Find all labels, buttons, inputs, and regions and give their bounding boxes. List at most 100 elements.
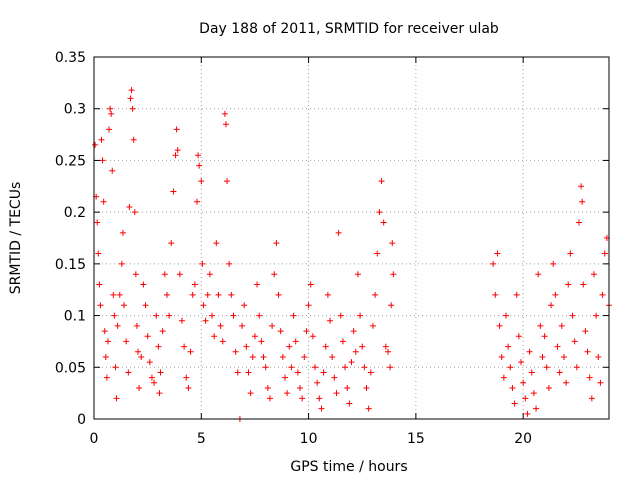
data-point bbox=[597, 379, 604, 386]
data-point bbox=[500, 374, 507, 381]
data-point bbox=[297, 384, 303, 391]
x-tick-label: 15 bbox=[407, 431, 425, 447]
x-tick-label: 10 bbox=[300, 431, 318, 447]
data-point bbox=[213, 240, 220, 247]
data-point bbox=[245, 369, 252, 376]
data-point bbox=[535, 271, 542, 278]
data-point bbox=[593, 312, 600, 319]
data-point bbox=[498, 353, 505, 360]
data-point bbox=[148, 374, 155, 381]
data-point bbox=[159, 328, 166, 335]
data-point bbox=[524, 410, 531, 417]
data-point bbox=[505, 343, 512, 350]
data-point bbox=[96, 281, 103, 288]
data-point bbox=[590, 271, 597, 278]
data-point bbox=[221, 110, 228, 117]
data-point bbox=[307, 281, 314, 288]
data-point bbox=[515, 333, 522, 340]
data-point bbox=[230, 312, 237, 319]
data-point bbox=[222, 121, 229, 128]
data-point bbox=[100, 198, 107, 205]
data-point bbox=[187, 348, 194, 355]
data-point bbox=[132, 271, 139, 278]
y-tick-labels: 0 0.05 0.1 0.15 0.2 0.25 0.3 0.35 bbox=[55, 50, 86, 428]
data-point bbox=[140, 281, 147, 288]
data-point bbox=[575, 219, 582, 226]
y-tick-label: 0.2 bbox=[64, 205, 86, 221]
data-point bbox=[550, 260, 557, 267]
data-point bbox=[329, 353, 336, 360]
data-point bbox=[528, 369, 535, 376]
data-point bbox=[185, 384, 192, 391]
data-point bbox=[157, 369, 164, 376]
data-point bbox=[556, 369, 563, 376]
data-point bbox=[537, 322, 544, 329]
data-point bbox=[290, 312, 297, 319]
data-point bbox=[390, 271, 397, 278]
data-point bbox=[102, 353, 109, 360]
data-point bbox=[163, 291, 170, 298]
data-point bbox=[526, 348, 533, 355]
data-point bbox=[354, 271, 361, 278]
data-point bbox=[130, 136, 137, 143]
data-point bbox=[378, 178, 385, 185]
data-point bbox=[128, 87, 135, 94]
data-point bbox=[281, 374, 288, 381]
data-point bbox=[586, 374, 593, 381]
data-point bbox=[153, 312, 160, 319]
data-point bbox=[126, 203, 133, 210]
data-point bbox=[503, 312, 509, 319]
data-point bbox=[136, 384, 143, 391]
data-point bbox=[316, 395, 323, 402]
plot-frame bbox=[93, 56, 610, 420]
data-point bbox=[571, 338, 578, 345]
data-point bbox=[492, 291, 499, 298]
y-tick-label: 0.1 bbox=[64, 309, 86, 325]
data-point bbox=[183, 374, 190, 381]
data-point bbox=[195, 152, 202, 159]
data-point bbox=[357, 312, 364, 319]
x-tick-label: 20 bbox=[514, 431, 532, 447]
data-point bbox=[101, 328, 108, 335]
data-point bbox=[191, 281, 198, 288]
data-point bbox=[554, 343, 561, 350]
data-point bbox=[376, 209, 383, 216]
data-point bbox=[146, 359, 153, 366]
x-tick-labels: 0 5 10 15 20 bbox=[90, 431, 533, 447]
data-point bbox=[199, 260, 206, 267]
data-point bbox=[166, 312, 173, 319]
x-tick-label: 0 bbox=[90, 431, 99, 447]
data-point bbox=[142, 302, 149, 309]
data-point bbox=[121, 302, 128, 309]
data-point bbox=[509, 384, 516, 391]
data-point bbox=[211, 333, 218, 340]
y-tick-label: 0.3 bbox=[64, 102, 86, 118]
data-point bbox=[580, 281, 587, 288]
data-point bbox=[569, 312, 576, 319]
data-point bbox=[239, 322, 246, 329]
data-point bbox=[226, 260, 233, 267]
data-point bbox=[520, 379, 527, 386]
data-point bbox=[243, 343, 250, 350]
data-point bbox=[374, 250, 381, 257]
data-point bbox=[533, 405, 540, 412]
data-point bbox=[511, 400, 518, 407]
data-point bbox=[129, 105, 136, 112]
data-point bbox=[194, 198, 200, 205]
data-point bbox=[324, 291, 331, 298]
data-point bbox=[138, 353, 145, 360]
data-point bbox=[286, 343, 293, 350]
x-axis-label: GPS time / hours bbox=[290, 459, 407, 475]
data-point bbox=[176, 271, 183, 278]
data-point bbox=[367, 369, 374, 376]
data-point bbox=[119, 229, 126, 236]
data-point bbox=[262, 364, 269, 371]
data-point bbox=[189, 291, 196, 298]
data-point bbox=[134, 348, 141, 355]
data-point bbox=[155, 343, 162, 350]
data-point bbox=[241, 302, 248, 309]
data-point bbox=[507, 364, 514, 371]
data-point bbox=[113, 395, 120, 402]
data-point bbox=[234, 369, 241, 376]
data-point bbox=[599, 291, 606, 298]
